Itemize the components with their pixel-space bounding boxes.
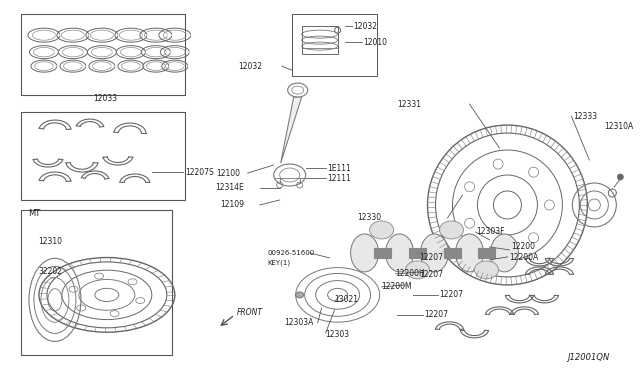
Ellipse shape <box>296 292 303 298</box>
Ellipse shape <box>440 221 463 239</box>
Ellipse shape <box>369 221 394 239</box>
Text: 12303A: 12303A <box>285 318 314 327</box>
Text: 12331: 12331 <box>397 100 422 109</box>
Text: FRONT: FRONT <box>237 308 263 317</box>
Text: 12310A: 12310A <box>604 122 634 131</box>
Text: 12109: 12109 <box>220 201 244 209</box>
Text: 12200M: 12200M <box>381 282 412 291</box>
Text: 13021: 13021 <box>335 295 358 304</box>
Bar <box>21 14 185 95</box>
Ellipse shape <box>474 261 499 279</box>
Text: 12330: 12330 <box>358 214 381 222</box>
Text: 12207: 12207 <box>424 310 449 319</box>
Text: MT: MT <box>28 209 40 218</box>
Text: 12033: 12033 <box>93 94 117 103</box>
Text: 12111: 12111 <box>328 173 351 183</box>
Ellipse shape <box>490 234 518 272</box>
Bar <box>21 210 172 355</box>
Text: 12314E: 12314E <box>215 183 244 192</box>
Text: 12032: 12032 <box>237 62 262 71</box>
Text: 32202: 32202 <box>38 267 62 276</box>
Text: 12207: 12207 <box>440 291 463 299</box>
Text: J12001QN: J12001QN <box>567 353 609 362</box>
Ellipse shape <box>385 234 413 272</box>
Text: 00926-51600: 00926-51600 <box>268 250 315 256</box>
Text: 12303: 12303 <box>326 330 350 339</box>
Text: 12310: 12310 <box>38 237 62 246</box>
Ellipse shape <box>456 234 483 272</box>
Bar <box>292 14 376 76</box>
Text: 12303F: 12303F <box>476 227 505 237</box>
Bar <box>301 26 338 54</box>
Ellipse shape <box>420 234 449 272</box>
Polygon shape <box>281 97 301 163</box>
Text: 12200H: 12200H <box>396 269 426 278</box>
Text: 12200A: 12200A <box>509 253 539 262</box>
Text: 12200: 12200 <box>511 243 536 251</box>
Text: 12207S: 12207S <box>185 167 214 177</box>
Text: 12207: 12207 <box>419 253 444 262</box>
Bar <box>21 112 185 200</box>
Text: 12010: 12010 <box>364 38 388 46</box>
Text: 1E111: 1E111 <box>328 164 351 173</box>
Text: 12333: 12333 <box>573 112 598 121</box>
Ellipse shape <box>406 261 429 279</box>
Text: 12032: 12032 <box>354 22 378 31</box>
Text: KEY(1): KEY(1) <box>268 260 291 266</box>
Text: 12100: 12100 <box>216 169 240 177</box>
Text: 12207: 12207 <box>419 270 444 279</box>
Ellipse shape <box>618 174 623 180</box>
Ellipse shape <box>351 234 379 272</box>
